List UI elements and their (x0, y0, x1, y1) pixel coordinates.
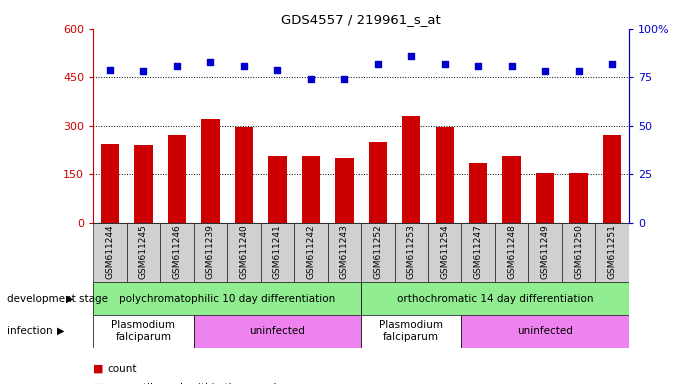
Text: GSM611247: GSM611247 (474, 225, 483, 279)
Bar (536, 173, 554, 223)
Bar (596, 223, 629, 282)
Bar (335, 158, 354, 223)
Text: GSM611253: GSM611253 (407, 225, 416, 280)
Text: ▶: ▶ (66, 293, 73, 304)
Text: ■: ■ (93, 383, 104, 384)
Text: percentile rank within the sample: percentile rank within the sample (107, 383, 283, 384)
Point (171, 63, 182, 69)
Text: GSM611239: GSM611239 (206, 225, 215, 280)
Bar (495, 223, 529, 282)
Bar (268, 156, 287, 223)
Text: GSM611240: GSM611240 (239, 225, 248, 279)
Text: Plasmodium
falciparum: Plasmodium falciparum (379, 320, 443, 342)
Bar (395, 223, 428, 282)
Bar (435, 127, 454, 223)
Bar (569, 173, 588, 223)
Text: GSM611245: GSM611245 (139, 225, 148, 279)
Bar (529, 223, 562, 282)
Bar (562, 223, 596, 282)
Text: ▶: ▶ (57, 326, 65, 336)
Point (607, 61, 618, 67)
Bar (93, 315, 193, 348)
Text: uninfected: uninfected (517, 326, 573, 336)
Text: GSM611246: GSM611246 (173, 225, 182, 279)
Point (406, 53, 417, 59)
Text: development stage: development stage (7, 293, 108, 304)
Text: GSM611251: GSM611251 (607, 225, 616, 280)
Text: infection: infection (7, 326, 53, 336)
Text: GSM611250: GSM611250 (574, 225, 583, 280)
Point (339, 76, 350, 82)
Text: GSM611249: GSM611249 (540, 225, 549, 279)
Bar (261, 223, 294, 282)
Point (573, 68, 584, 74)
Bar (168, 136, 186, 223)
Point (473, 63, 484, 69)
Point (540, 68, 551, 74)
Bar (235, 127, 253, 223)
Bar (126, 223, 160, 282)
Text: Plasmodium
falciparum: Plasmodium falciparum (111, 320, 176, 342)
Text: orthochromatic 14 day differentiation: orthochromatic 14 day differentiation (397, 293, 593, 304)
Point (104, 66, 115, 73)
Point (305, 76, 316, 82)
Text: GSM611242: GSM611242 (306, 225, 315, 279)
Bar (302, 156, 320, 223)
Bar (193, 315, 361, 348)
Bar (101, 144, 120, 223)
Text: count: count (107, 364, 137, 374)
Text: GSM611241: GSM611241 (273, 225, 282, 279)
Text: GSM611248: GSM611248 (507, 225, 516, 279)
Text: GSM611243: GSM611243 (340, 225, 349, 279)
Text: ■: ■ (93, 364, 104, 374)
Point (138, 68, 149, 74)
Point (372, 61, 384, 67)
Bar (134, 145, 153, 223)
Bar (368, 142, 387, 223)
Title: GDS4557 / 219961_s_at: GDS4557 / 219961_s_at (281, 13, 441, 26)
Text: polychromatophilic 10 day differentiation: polychromatophilic 10 day differentiatio… (119, 293, 335, 304)
Text: GSM611244: GSM611244 (106, 225, 115, 279)
Text: uninfected: uninfected (249, 326, 305, 336)
Bar (294, 223, 328, 282)
Bar (469, 163, 487, 223)
Bar (361, 223, 395, 282)
Bar (502, 156, 521, 223)
Bar (193, 223, 227, 282)
Bar (201, 119, 220, 223)
Bar (160, 223, 193, 282)
Bar (328, 223, 361, 282)
Bar (93, 223, 126, 282)
Bar (227, 223, 261, 282)
Text: GSM611254: GSM611254 (440, 225, 449, 279)
Point (238, 63, 249, 69)
Bar (603, 136, 621, 223)
Point (272, 66, 283, 73)
Point (439, 61, 451, 67)
Bar (361, 282, 629, 315)
Point (506, 63, 517, 69)
Point (205, 59, 216, 65)
Text: GSM611252: GSM611252 (373, 225, 382, 279)
Bar (462, 315, 629, 348)
Bar (402, 116, 420, 223)
Bar (361, 315, 462, 348)
Bar (462, 223, 495, 282)
Bar (428, 223, 462, 282)
Bar (93, 282, 361, 315)
